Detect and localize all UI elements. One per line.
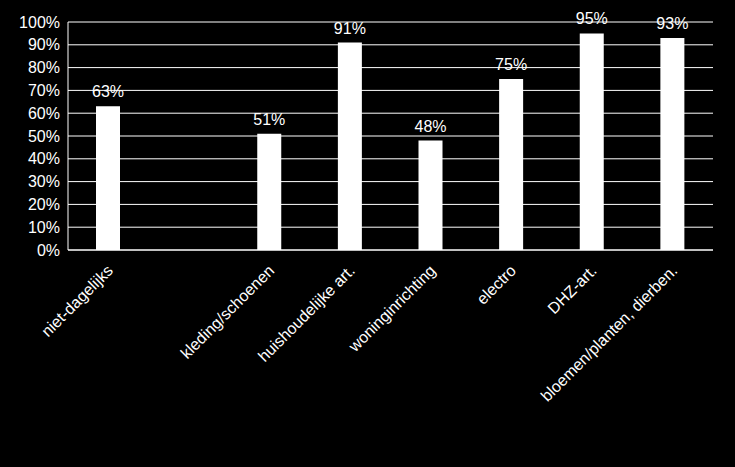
svg-text:50%: 50% [28, 128, 60, 145]
svg-text:51%: 51% [253, 111, 285, 128]
svg-text:60%: 60% [28, 105, 60, 122]
svg-text:91%: 91% [334, 20, 366, 37]
svg-text:woninginrichting: woninginrichting [345, 262, 439, 356]
svg-text:75%: 75% [495, 56, 527, 73]
svg-text:huishoudelijke art.: huishoudelijke art. [255, 262, 358, 365]
svg-text:90%: 90% [28, 36, 60, 53]
svg-text:30%: 30% [28, 173, 60, 190]
svg-text:70%: 70% [28, 82, 60, 99]
svg-text:80%: 80% [28, 59, 60, 76]
svg-text:40%: 40% [28, 150, 60, 167]
svg-text:DHZ-art.: DHZ-art. [544, 262, 599, 317]
svg-text:48%: 48% [414, 118, 446, 135]
svg-text:bloemen/planten, dierben.: bloemen/planten, dierben. [538, 262, 681, 405]
svg-text:10%: 10% [28, 219, 60, 236]
svg-text:93%: 93% [656, 15, 688, 32]
svg-text:kleding/schoenen: kleding/schoenen [177, 261, 278, 362]
svg-text:niet-dagelijks: niet-dagelijks [38, 262, 116, 340]
svg-text:63%: 63% [92, 83, 124, 100]
svg-text:100%: 100% [19, 14, 60, 31]
svg-text:0%: 0% [37, 242, 60, 259]
svg-text:95%: 95% [576, 10, 608, 27]
svg-text:electro: electro [473, 262, 519, 308]
svg-text:20%: 20% [28, 196, 60, 213]
